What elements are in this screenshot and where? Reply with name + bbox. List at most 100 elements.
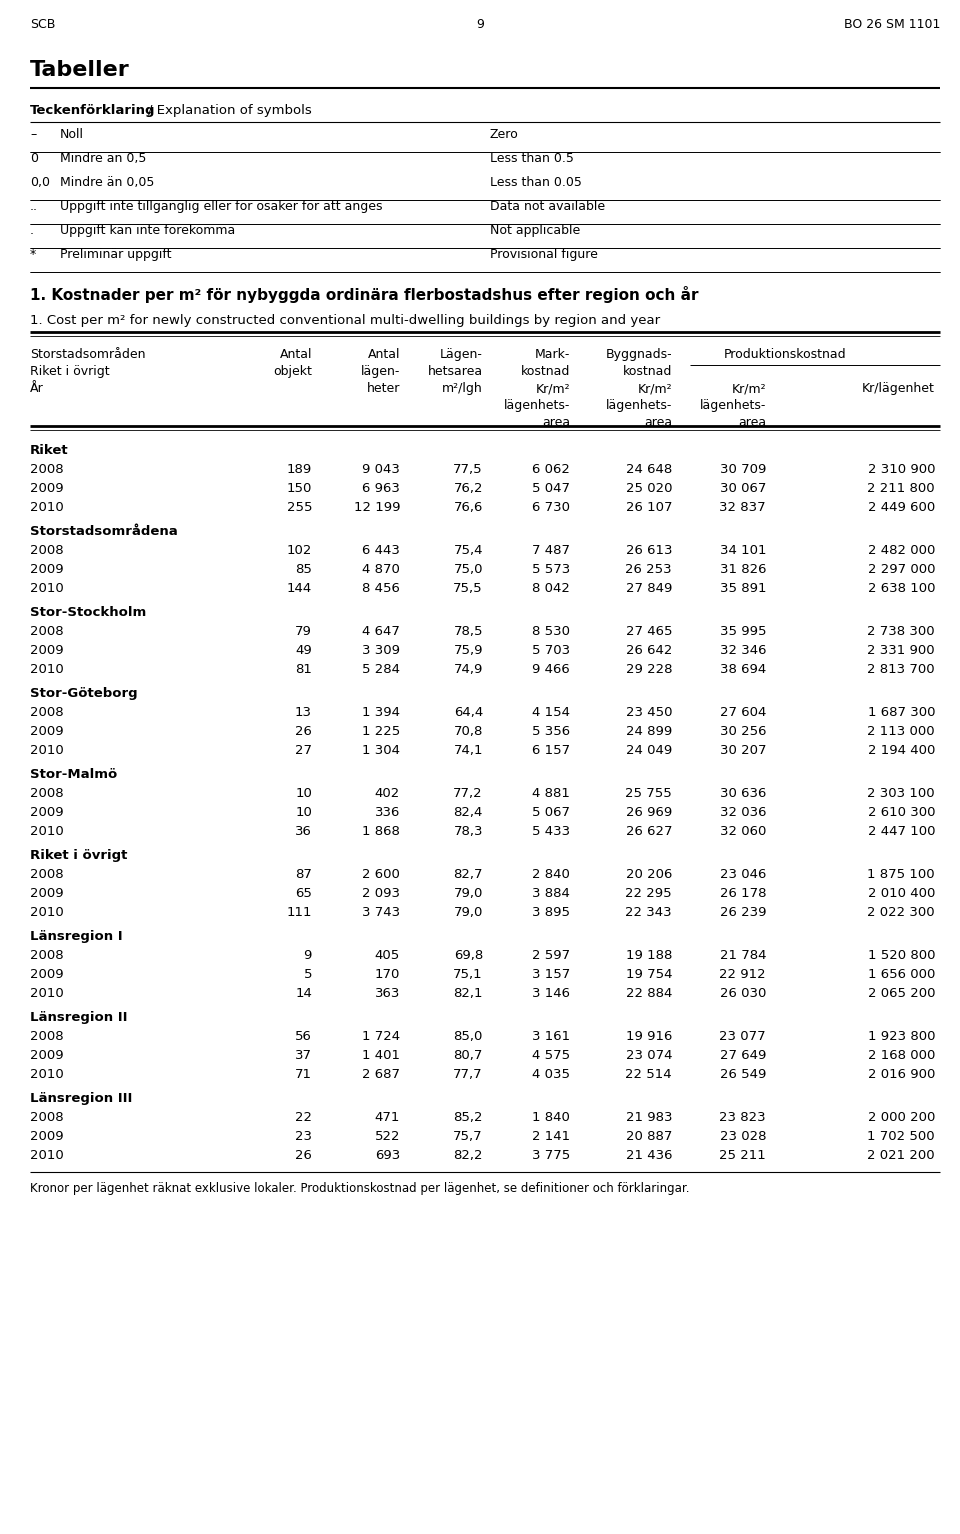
Text: 71: 71 [295,1068,312,1081]
Text: 24 899: 24 899 [626,726,672,738]
Text: 1 875 100: 1 875 100 [868,868,935,881]
Text: 32 346: 32 346 [719,644,766,657]
Text: kostnad: kostnad [520,365,570,377]
Text: 2 840: 2 840 [532,868,570,881]
Text: 75,4: 75,4 [453,545,483,557]
Text: Mindre än 0,05: Mindre än 0,05 [60,176,155,189]
Text: 1 225: 1 225 [362,726,400,738]
Text: Kr/m²: Kr/m² [536,382,570,394]
Text: 2008: 2008 [30,1029,63,1043]
Text: 2 610 300: 2 610 300 [868,805,935,819]
Text: Riket i övrigt: Riket i övrigt [30,848,128,862]
Text: 2 297 000: 2 297 000 [868,563,935,575]
Text: 23 046: 23 046 [720,868,766,881]
Text: Stor-Göteborg: Stor-Göteborg [30,687,137,700]
Text: 2010: 2010 [30,581,63,595]
Text: 2010: 2010 [30,986,63,1000]
Text: 2008: 2008 [30,868,63,881]
Text: 32 036: 32 036 [719,805,766,819]
Text: kostnad: kostnad [623,365,672,377]
Text: 74,1: 74,1 [453,744,483,756]
Text: Zero: Zero [490,127,518,141]
Text: 2009: 2009 [30,1131,63,1143]
Text: 6 730: 6 730 [532,502,570,514]
Text: Kr/m²: Kr/m² [637,382,672,394]
Text: 22: 22 [295,1111,312,1124]
Text: Byggnads-: Byggnads- [606,348,672,360]
Text: BO 26 SM 1101: BO 26 SM 1101 [844,18,940,31]
Text: 4 154: 4 154 [532,706,570,719]
Text: 170: 170 [374,968,400,982]
Text: 85,0: 85,0 [454,1029,483,1043]
Text: 26 178: 26 178 [719,887,766,900]
Text: 10: 10 [295,805,312,819]
Text: 1. Cost per m² for newly constructed conventional multi-dwelling buildings by re: 1. Cost per m² for newly constructed con… [30,314,660,327]
Text: 56: 56 [295,1029,312,1043]
Text: 76,2: 76,2 [453,482,483,495]
Text: 2 141: 2 141 [532,1131,570,1143]
Text: 49: 49 [296,644,312,657]
Text: 29 228: 29 228 [626,663,672,676]
Text: 2 194 400: 2 194 400 [868,744,935,756]
Text: 2009: 2009 [30,805,63,819]
Text: 2 022 300: 2 022 300 [868,907,935,919]
Text: Preliminär uppgift: Preliminär uppgift [60,249,172,261]
Text: 144: 144 [287,581,312,595]
Text: 13: 13 [295,706,312,719]
Text: 111: 111 [286,907,312,919]
Text: 5 047: 5 047 [532,482,570,495]
Text: 693: 693 [374,1149,400,1161]
Text: 64,4: 64,4 [454,706,483,719]
Text: 1 702 500: 1 702 500 [868,1131,935,1143]
Text: SCB: SCB [30,18,56,31]
Text: Stor-Stockholm: Stor-Stockholm [30,606,146,620]
Text: 5 284: 5 284 [362,663,400,676]
Text: 77,2: 77,2 [453,787,483,801]
Text: 3 309: 3 309 [362,644,400,657]
Text: 75,7: 75,7 [453,1131,483,1143]
Text: 2 010 400: 2 010 400 [868,887,935,900]
Text: Länsregion II: Länsregion II [30,1011,128,1025]
Text: 10: 10 [295,787,312,801]
Text: År: År [30,382,44,394]
Text: / Explanation of symbols: / Explanation of symbols [148,104,312,117]
Text: 76,6: 76,6 [454,502,483,514]
Text: 79,0: 79,0 [454,887,483,900]
Text: 23 823: 23 823 [719,1111,766,1124]
Text: Kronor per lägenhet räknat exklusive lokaler. Produktionskostnad per lägenhet, s: Kronor per lägenhet räknat exklusive lok… [30,1183,689,1195]
Text: .: . [30,224,34,236]
Text: 5 356: 5 356 [532,726,570,738]
Text: Mark-: Mark- [535,348,570,360]
Text: 78,3: 78,3 [453,825,483,838]
Text: lägenhets-: lägenhets- [700,399,766,413]
Text: 25 020: 25 020 [626,482,672,495]
Text: 2010: 2010 [30,907,63,919]
Text: 6 157: 6 157 [532,744,570,756]
Text: Mindre än 0,5: Mindre än 0,5 [60,152,146,166]
Text: Storstadsområden: Storstadsområden [30,348,146,360]
Text: 2010: 2010 [30,1149,63,1161]
Text: 1 687 300: 1 687 300 [868,706,935,719]
Text: 2009: 2009 [30,482,63,495]
Text: 26 030: 26 030 [720,986,766,1000]
Text: 32 060: 32 060 [720,825,766,838]
Text: 2010: 2010 [30,744,63,756]
Text: 21 983: 21 983 [626,1111,672,1124]
Text: 9 043: 9 043 [362,463,400,476]
Text: 80,7: 80,7 [454,1049,483,1062]
Text: 3 895: 3 895 [532,907,570,919]
Text: 27: 27 [295,744,312,756]
Text: 1 724: 1 724 [362,1029,400,1043]
Text: 75,5: 75,5 [453,581,483,595]
Text: 4 870: 4 870 [362,563,400,575]
Text: 21 436: 21 436 [626,1149,672,1161]
Text: 6 062: 6 062 [532,463,570,476]
Text: 77,5: 77,5 [453,463,483,476]
Text: 2010: 2010 [30,663,63,676]
Text: Less than 0.05: Less than 0.05 [490,176,582,189]
Text: 26 613: 26 613 [626,545,672,557]
Text: 2009: 2009 [30,644,63,657]
Text: 1 304: 1 304 [362,744,400,756]
Text: 30 636: 30 636 [720,787,766,801]
Text: 2 093: 2 093 [362,887,400,900]
